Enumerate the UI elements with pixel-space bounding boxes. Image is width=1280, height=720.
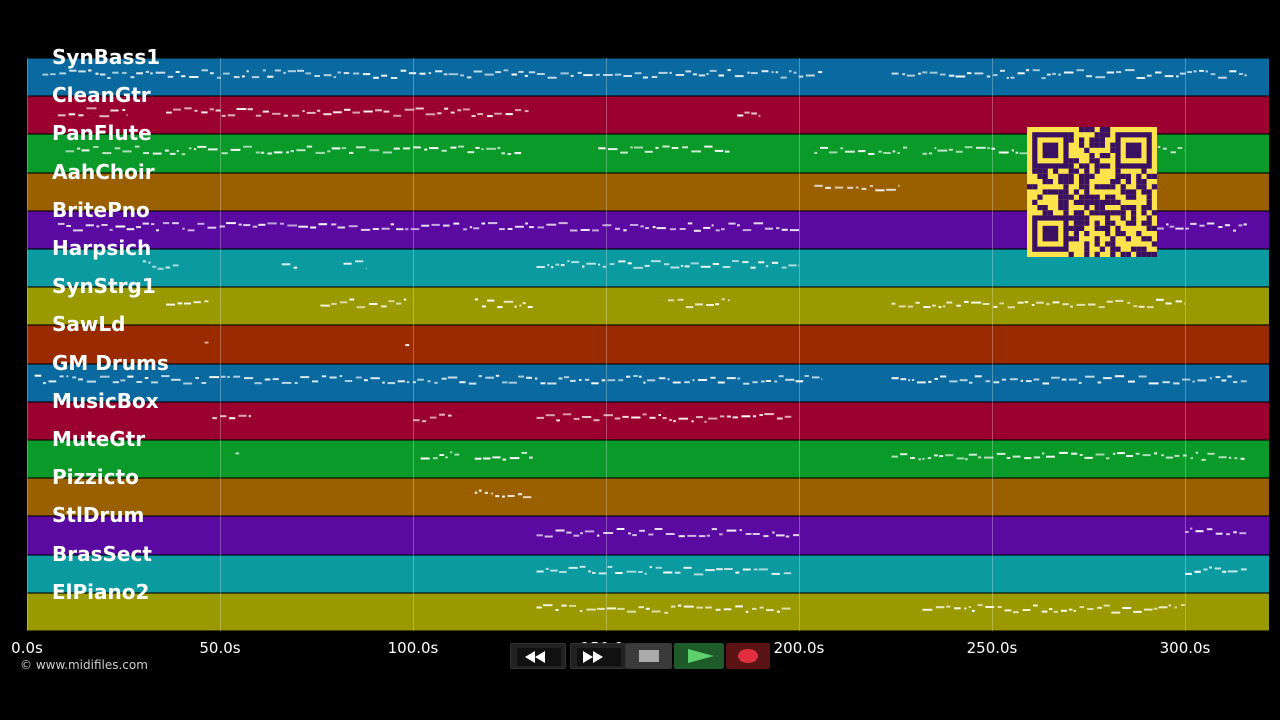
stop-icon (639, 650, 659, 662)
gridline (992, 58, 993, 631)
rewind-button[interactable] (510, 643, 566, 669)
track-name: PanFlute (52, 121, 152, 146)
track-name: MusicBox (52, 388, 159, 413)
fast-forward-icon (577, 648, 621, 666)
time-tick-label: 200.0s (773, 639, 825, 657)
track-name: SawLd (52, 312, 126, 337)
track-name: AahChoir (52, 159, 155, 184)
time-tick-label: 250.0s (966, 639, 1018, 657)
track-lane (27, 287, 1269, 326)
track-lane (27, 440, 1269, 479)
track-name: SynStrg1 (52, 274, 156, 299)
track-name: Harpsich (52, 236, 152, 260)
track-lane (27, 58, 1269, 97)
play-icon (688, 649, 714, 663)
track-name: StlDrum (52, 503, 145, 528)
track-lane (27, 554, 1269, 593)
track-lane (27, 325, 1269, 364)
record-button[interactable] (726, 643, 770, 669)
track-name: ElPiano2 (52, 579, 150, 604)
track-lane (27, 401, 1269, 440)
gridline (220, 58, 221, 631)
record-icon (738, 649, 758, 663)
track-name: MuteGtr (52, 427, 146, 451)
qr-code[interactable] (1027, 127, 1157, 257)
gridline (413, 58, 414, 631)
stop-button[interactable] (626, 643, 672, 669)
time-tick-label: 0.0s (11, 639, 43, 657)
track-name: GM Drums (52, 350, 169, 375)
time-tick-label: 300.0s (1159, 639, 1211, 657)
track-name: CleanGtr (52, 83, 151, 108)
track-lane (27, 592, 1269, 631)
track-lane (27, 478, 1269, 517)
transport-controls (510, 643, 770, 669)
fast-forward-button[interactable] (570, 643, 626, 669)
qr-code-pattern (1027, 127, 1157, 257)
gridline (606, 58, 607, 631)
time-tick-label: 100.0s (387, 639, 439, 657)
track-name: BritePno (52, 197, 150, 222)
gridline (27, 58, 28, 631)
track-name: Pizzicto (52, 465, 139, 490)
copyright-text: © www.midifiles.com (20, 658, 148, 672)
track-lane (27, 363, 1269, 402)
gridline (799, 58, 800, 631)
time-tick-label: 50.0s (199, 639, 241, 657)
track-lane (27, 516, 1269, 555)
rewind-icon (517, 648, 561, 666)
play-button[interactable] (674, 643, 724, 669)
gridline (1185, 58, 1186, 631)
track-name: BrasSect (52, 541, 152, 566)
track-name: SynBass1 (52, 45, 161, 69)
